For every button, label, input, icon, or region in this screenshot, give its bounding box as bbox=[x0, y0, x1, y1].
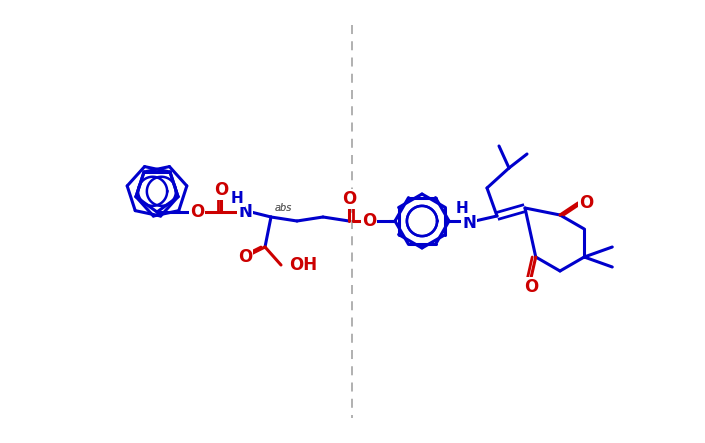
Text: O: O bbox=[342, 190, 356, 208]
Text: N: N bbox=[462, 214, 476, 232]
Text: O: O bbox=[190, 203, 204, 221]
Text: abs: abs bbox=[275, 203, 293, 213]
Text: N: N bbox=[238, 203, 252, 221]
Text: N: N bbox=[238, 203, 252, 221]
Text: abs: abs bbox=[275, 203, 293, 213]
Text: O: O bbox=[362, 212, 376, 230]
Text: N: N bbox=[462, 214, 476, 232]
Text: O: O bbox=[579, 194, 593, 212]
Text: O: O bbox=[362, 212, 376, 230]
Text: OH: OH bbox=[289, 256, 317, 274]
Text: H: H bbox=[231, 190, 243, 206]
Text: O: O bbox=[524, 278, 538, 296]
Text: H: H bbox=[455, 201, 468, 215]
Text: O: O bbox=[214, 181, 228, 199]
Text: H: H bbox=[455, 201, 468, 215]
Text: O: O bbox=[524, 278, 538, 296]
Text: O: O bbox=[190, 203, 204, 221]
Text: O: O bbox=[238, 248, 252, 266]
Text: O: O bbox=[238, 248, 252, 266]
Text: O: O bbox=[342, 190, 356, 208]
Text: O: O bbox=[579, 194, 593, 212]
Text: H: H bbox=[231, 190, 243, 206]
Text: OH: OH bbox=[289, 256, 317, 274]
Text: O: O bbox=[214, 181, 228, 199]
